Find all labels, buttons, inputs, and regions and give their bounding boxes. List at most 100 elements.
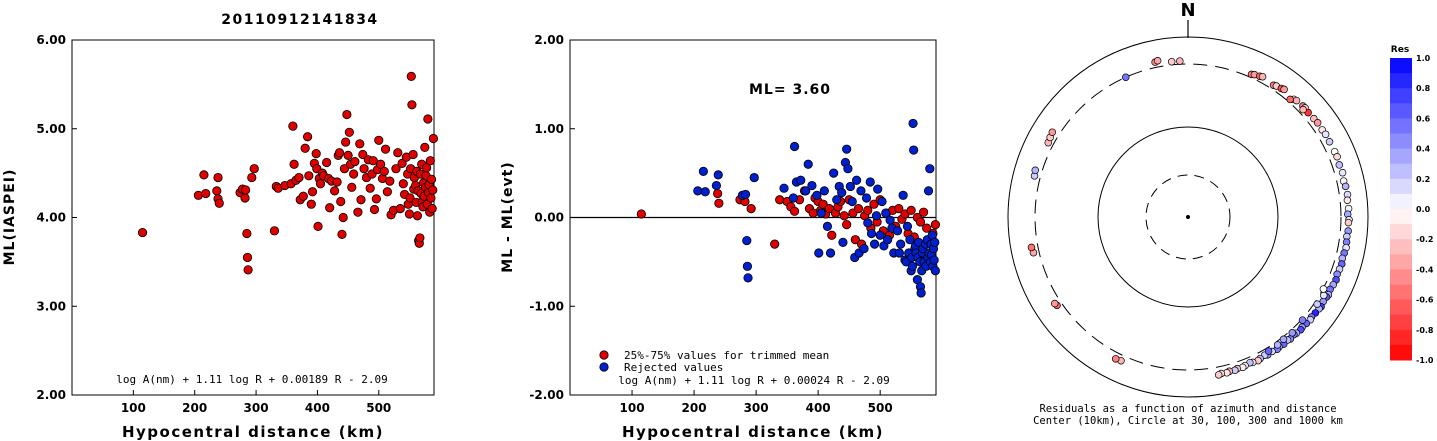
x-tick-label: 100: [620, 401, 645, 415]
data-point: [923, 186, 934, 196]
station-point: [1338, 168, 1347, 177]
residual-vs-distance-chart: -2.00 -1.00 0.00 1.00 2.00 100 200 300 400 500 ML…: [500, 33, 940, 441]
data-point: [915, 217, 926, 227]
caption-line1: Residuals as a function of azimuth and d…: [1039, 403, 1336, 415]
data-point: [420, 142, 430, 152]
data-point: [839, 211, 849, 221]
colorbar-cell: [1390, 148, 1412, 165]
data-point: [241, 185, 251, 195]
data-point: [873, 184, 883, 194]
data-point: [385, 176, 395, 186]
data-point: [404, 209, 415, 219]
colorbar-cell: [1390, 239, 1412, 255]
station-point: [1341, 182, 1350, 191]
station-point: [1344, 218, 1353, 227]
caption-line2: Center (10km), Circle at 30, 100, 300 an…: [1033, 415, 1343, 427]
y-axis-label: ML - ML(evt): [500, 161, 516, 272]
colorbar-cell: [1390, 163, 1412, 180]
data-point: [382, 187, 392, 197]
y-tick-label: -1.00: [529, 299, 564, 313]
y-tick-label: 2.00: [36, 388, 66, 402]
colorbar-cell: [1390, 224, 1412, 240]
data-point: [908, 118, 918, 129]
y-tick-label: 6.00: [36, 33, 66, 47]
data-point: [842, 144, 852, 154]
data-point: [355, 139, 365, 149]
circle-100km: [1097, 126, 1279, 308]
data-point: [801, 186, 811, 196]
data-point: [342, 109, 352, 120]
colorbar-tick-label: 0.0: [1416, 205, 1431, 214]
station-point: [1292, 96, 1301, 105]
station-point: [1153, 57, 1162, 65]
data-point: [856, 186, 866, 196]
data-point: [242, 252, 253, 263]
station-point: [1176, 57, 1184, 65]
data-point: [907, 261, 918, 271]
data-point: [819, 186, 829, 196]
data-point: [863, 218, 873, 228]
data-point: [869, 239, 880, 249]
data-point: [838, 237, 848, 247]
data-point: [869, 199, 879, 209]
data-point: [789, 141, 800, 152]
station-point: [1333, 153, 1341, 161]
station-point: [1299, 105, 1307, 114]
data-point: [391, 164, 401, 174]
station-point: [1325, 138, 1334, 146]
colorbar-cell: [1390, 299, 1412, 316]
data-point: [740, 189, 751, 200]
station-point: [1031, 166, 1039, 175]
data-point: [358, 149, 368, 160]
data-point: [243, 265, 253, 275]
data-point: [906, 205, 916, 215]
colorbar-tick-label: -0.8: [1416, 326, 1434, 335]
data-point: [298, 191, 308, 201]
data-point: [871, 211, 882, 221]
data-point: [369, 204, 380, 215]
data-point: [714, 198, 724, 208]
data-point: [898, 190, 908, 200]
colorbar-cell: [1390, 209, 1412, 225]
data-point: [347, 182, 357, 192]
data-point: [865, 177, 875, 187]
station-point: [1048, 128, 1057, 136]
data-point: [365, 183, 375, 193]
data-point: [408, 149, 418, 160]
data-point: [894, 248, 905, 258]
data-point: [700, 187, 710, 197]
data-point: [332, 177, 342, 187]
data-point: [289, 159, 299, 169]
data-point: [336, 196, 346, 207]
data-point: [837, 188, 847, 198]
data-point: [380, 144, 391, 154]
y-tick-label: 4.00: [36, 211, 66, 225]
colorbar-cell: [1390, 133, 1412, 150]
data-point: [930, 266, 940, 276]
data-point: [918, 207, 929, 217]
circle-30km: [1145, 174, 1231, 260]
data-point: [242, 228, 252, 239]
data-point: [395, 204, 405, 214]
legend-marker-trimmed: [599, 350, 609, 360]
data-point: [353, 207, 363, 217]
data-point: [825, 248, 836, 258]
data-point: [816, 208, 826, 218]
data-point: [861, 193, 872, 203]
data-point: [796, 175, 806, 185]
x-tick-label: 200: [182, 401, 207, 415]
data-point: [247, 172, 257, 183]
data-point: [824, 204, 834, 214]
plot-frame: [71, 39, 435, 396]
data-point: [916, 288, 926, 298]
ml-vs-distance-chart: 2.00 3.00 4.00 5.00 6.00 100 200 300 400 500 Hypo…: [2, 33, 438, 441]
station-point: [1027, 243, 1036, 252]
data-point: [322, 157, 332, 168]
data-point: [315, 179, 326, 189]
data-point: [742, 261, 753, 271]
data-point: [428, 133, 438, 144]
data-point: [851, 175, 862, 185]
legend-label-trimmed: 25%-75% values for trimmed mean: [624, 349, 829, 362]
data-point: [405, 193, 415, 203]
x-tick-label: 300: [744, 401, 769, 415]
